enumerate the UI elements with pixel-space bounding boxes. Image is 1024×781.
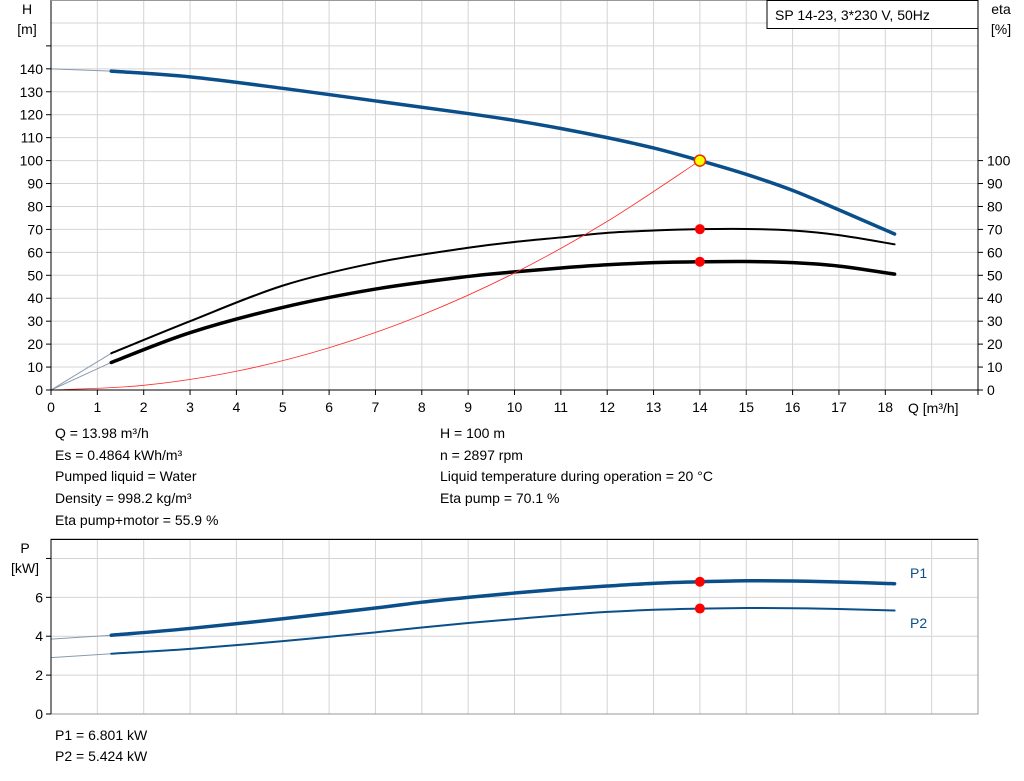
info-h: H = 100 m	[440, 425, 505, 441]
info-eta-pump: Eta pump = 70.1 %	[440, 490, 560, 506]
top-grid	[51, 0, 978, 390]
x-tick-label: 10	[507, 399, 523, 415]
x-tick-label: 18	[878, 399, 894, 415]
x-tick-label: 0	[47, 399, 55, 415]
title-box	[766, 0, 979, 29]
x-tick-label: 14	[692, 399, 708, 415]
y-left-tick-label: 90	[27, 176, 43, 192]
chart-title: SP 14-23, 3*230 V, 50Hz	[775, 7, 930, 23]
power-y-tick-label: 2	[35, 667, 43, 683]
info-liquid: Pumped liquid = Water	[55, 468, 197, 484]
power-grid	[51, 539, 978, 714]
power-y-tick-label: 6	[35, 589, 43, 605]
y-left-tick-label: 110	[21, 130, 44, 146]
info-es: Es = 0.4864 kWh/m³	[55, 447, 183, 463]
y-right-tick-label: 30	[987, 313, 1003, 329]
y-left-tick-label: 40	[27, 290, 43, 306]
y-right-tick-label: 70	[987, 221, 1003, 237]
y-left-tick-label: 20	[27, 336, 43, 352]
y-right-label-eta: eta	[991, 1, 1011, 17]
legend-p1: P1	[910, 565, 927, 581]
y-right-tick-label: 60	[987, 244, 1003, 260]
y-left-tick-label: 100	[20, 153, 44, 169]
info-q: Q = 13.98 m³/h	[55, 425, 149, 441]
curve-eta-pump-motor-extrapolation	[50, 362, 112, 391]
x-tick-label: 13	[646, 399, 662, 415]
curve-H	[109, 69, 897, 236]
x-tick-label: 6	[325, 399, 333, 415]
x-tick-label: 2	[140, 399, 148, 415]
top-curves	[50, 68, 897, 391]
y-left-tick-label: 0	[35, 382, 43, 398]
y-left-tick-label: 130	[20, 84, 44, 100]
duty-point-p2	[694, 603, 705, 614]
curve-eta-pump-motor	[109, 259, 897, 365]
y-left-tick-label: 120	[20, 107, 44, 123]
power-y-tick-label: 0	[35, 706, 43, 722]
power-y-label-p: P	[20, 540, 29, 556]
y-right-tick-label: 90	[987, 176, 1003, 192]
x-tick-label: 4	[233, 399, 241, 415]
x-tick-label: 3	[186, 399, 194, 415]
legend-p2: P2	[910, 615, 927, 631]
y-left-tick-label: 30	[27, 313, 43, 329]
y-left-tick-label: 80	[27, 198, 43, 214]
curve-eta-pump	[110, 227, 896, 355]
y-left-tick-label: 60	[27, 244, 43, 260]
info-temperature: Liquid temperature during operation = 20…	[440, 468, 713, 484]
y-left-label-unit: [m]	[17, 21, 36, 37]
x-axis-label: Q [m³/h]	[908, 400, 959, 416]
x-tick-label: 5	[279, 399, 287, 415]
info-n: n = 2897 rpm	[440, 447, 523, 463]
y-right-tick-label: 50	[987, 267, 1003, 283]
y-right-tick-label: 40	[987, 290, 1003, 306]
x-tick-label: 16	[785, 399, 801, 415]
power-y-label-unit: [kW]	[11, 560, 39, 576]
curve-p2	[110, 607, 896, 655]
curve-system	[50, 160, 701, 391]
y-left-tick-label: 10	[27, 359, 43, 375]
curve-H-extrapolation	[50, 68, 112, 72]
x-tick-label: 15	[738, 399, 754, 415]
power-y-tick-label: 4	[35, 628, 43, 644]
curve-p2-extrapolation	[50, 653, 112, 659]
x-tick-label: 12	[599, 399, 615, 415]
y-right-tick-label: 10	[987, 359, 1003, 375]
power-curves	[50, 576, 897, 659]
info-density: Density = 998.2 kg/m³	[55, 490, 192, 506]
x-tick-label: 8	[418, 399, 426, 415]
info-p2: P2 = 5.424 kW	[55, 748, 148, 764]
x-tick-label: 11	[554, 399, 569, 415]
curve-eta-pump-extrapolation	[50, 352, 112, 391]
y-right-tick-label: 0	[987, 382, 995, 398]
info-p1: P1 = 6.801 kW	[55, 727, 148, 743]
y-right-label-unit: [%]	[991, 21, 1011, 37]
y-left-label-h: H	[22, 1, 32, 17]
x-tick-label: 17	[831, 399, 847, 415]
x-tick-label: 9	[464, 399, 472, 415]
y-right-tick-label: 20	[987, 336, 1003, 352]
y-right-tick-label: 80	[987, 198, 1003, 214]
y-right-tick-label: 100	[987, 153, 1011, 169]
duty-point-H	[693, 154, 707, 167]
y-left-tick-label: 50	[27, 267, 43, 283]
curve-p1	[109, 579, 897, 637]
y-left-tick-label: 140	[20, 61, 44, 77]
curve-p1-extrapolation	[50, 634, 112, 640]
duty-point-p1	[694, 576, 705, 587]
x-tick-label: 1	[93, 399, 101, 415]
x-tick-label: 7	[372, 399, 380, 415]
y-left-tick-label: 70	[27, 221, 43, 237]
info-eta-pump-motor: Eta pump+motor = 55.9 %	[55, 512, 219, 528]
duty-point-eta-pump-motor	[694, 256, 705, 267]
duty-point-eta-pump	[694, 224, 705, 235]
